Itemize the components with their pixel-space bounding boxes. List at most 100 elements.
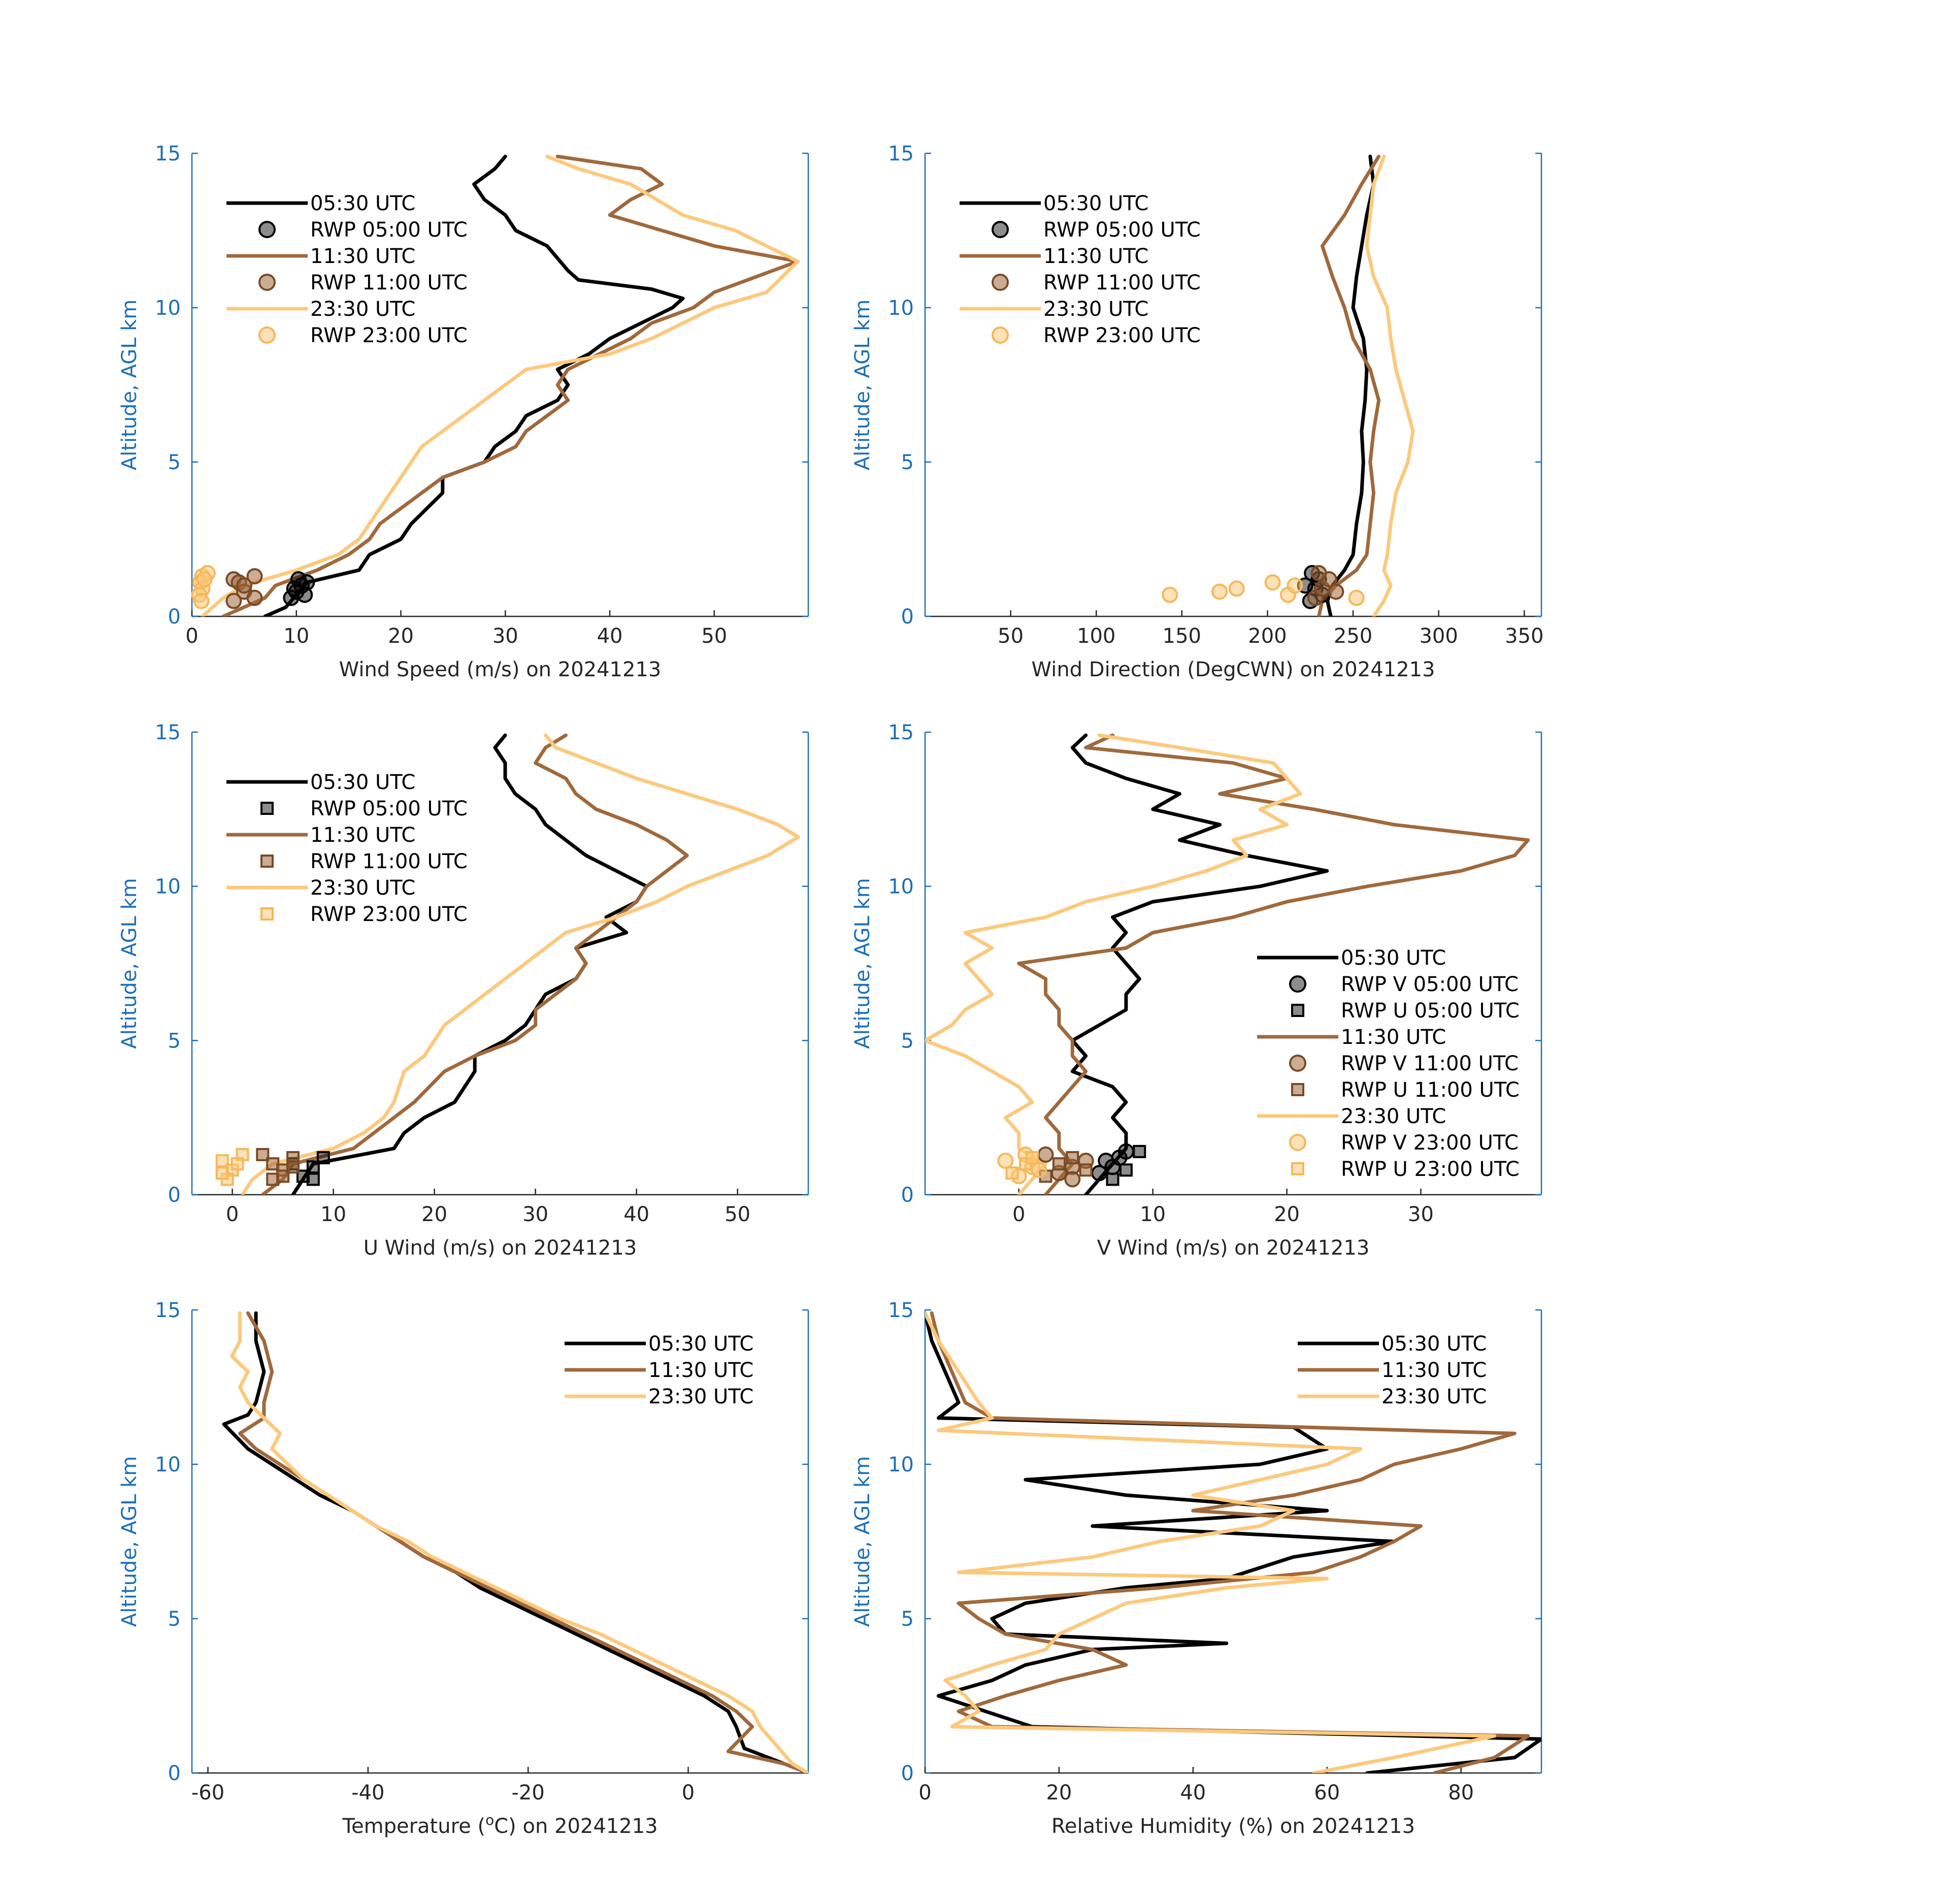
legend-label: 23:30 UTC — [1341, 1105, 1446, 1128]
legend-label: 05:30 UTC — [310, 771, 415, 794]
legend-circle-swatch — [258, 274, 276, 291]
legend-label: RWP V 05:00 UTC — [1341, 973, 1519, 996]
series-line-1130-utc — [221, 154, 800, 616]
rwp-square-marker — [316, 1151, 330, 1165]
x-tick-label: 200 — [1248, 625, 1287, 648]
y-tick-label: 15 — [155, 721, 181, 744]
x-axis-label: V Wind (m/s) on 20241213 — [1097, 1236, 1370, 1260]
x-tick-label: 20 — [1274, 1203, 1300, 1226]
y-tick-label: 5 — [168, 451, 181, 474]
legend-circle-swatch — [1289, 1134, 1306, 1151]
x-tick-label: 50 — [701, 625, 727, 648]
rwp-circle-marker — [246, 568, 263, 584]
rwp-square-marker — [276, 1169, 290, 1183]
legend-label: 05:30 UTC — [1043, 192, 1148, 215]
legend-label: RWP V 11:00 UTC — [1341, 1052, 1519, 1075]
x-tick-label: 350 — [1505, 625, 1543, 648]
legend: 05:30 UTC 11:30 UTC 23:30 UTC — [565, 1332, 753, 1408]
legend-label: 23:30 UTC — [648, 1385, 753, 1408]
legend-circle-swatch — [992, 221, 1009, 238]
rwp-circle-marker — [299, 574, 315, 591]
legend-label: RWP 11:00 UTC — [310, 850, 468, 873]
rwp-circle-marker — [1328, 583, 1344, 600]
x-tick-label: 0 — [226, 1203, 239, 1226]
x-axis-label-main: Temperature ( — [342, 1815, 485, 1838]
rwp-square-marker — [1052, 1157, 1066, 1171]
rwp-square-marker — [306, 1160, 320, 1174]
series-line-1130-utc — [1017, 733, 1530, 1195]
legend-label: 05:30 UTC — [1381, 1332, 1487, 1356]
legend-label: RWP U 23:00 UTC — [1341, 1158, 1520, 1181]
relative-humidity-panel: 0 5 10 15 0 20 40 60 80 Altitude, AGL km Relative … — [851, 1299, 1542, 1838]
legend-label: 05:30 UTC — [1341, 946, 1446, 970]
rwp-square-marker — [1079, 1163, 1093, 1177]
x-tick-label: 20 — [388, 625, 414, 648]
rwp-circle-marker — [290, 571, 307, 588]
series-line-0530-utc — [1326, 154, 1375, 616]
legend-label: RWP 05:00 UTC — [310, 218, 468, 242]
wind-direction-panel: 0 5 10 15 50 100 150 200 250 300 350 Altitude, AGL … — [851, 142, 1543, 681]
y-tick-label: 15 — [155, 142, 181, 166]
rwp-square-marker — [1005, 1166, 1019, 1180]
x-tick-label: 250 — [1334, 625, 1372, 648]
legend-label: 23:30 UTC — [1043, 298, 1148, 321]
x-axis-label: Temperature (oC) on 20241213 — [342, 1812, 657, 1838]
temperature-panel: 0 5 10 15 -60 -40 -20 0 Altitude, AGL km Temperat… — [118, 1299, 809, 1838]
x-tick-label: 10 — [1140, 1203, 1166, 1226]
series-line-1130-utc — [1317, 154, 1381, 616]
legend-label: 23:30 UTC — [1381, 1385, 1487, 1408]
x-axis-label-rest: C) on 20241213 — [494, 1815, 657, 1838]
series-line-1130-utc — [930, 1311, 1530, 1773]
y-axis-label: Altitude, AGL km — [118, 300, 141, 471]
rwp-square-marker — [1119, 1163, 1133, 1177]
x-tick-label: 80 — [1448, 1781, 1474, 1804]
wind-speed-panel: 0 5 10 15 0 10 20 30 40 50 Altitude, AGL km Wind Sp… — [118, 142, 809, 681]
x-tick-label: 0 — [185, 625, 198, 648]
x-axis-label: U Wind (m/s) on 20241213 — [364, 1236, 637, 1260]
rwp-circle-marker — [1037, 1146, 1054, 1163]
rwp-circle-marker — [1031, 1162, 1047, 1178]
v-wind-panel: 0 5 10 15 0 10 20 30 Altitude, AGL km V Wind (m/s… — [851, 721, 1542, 1260]
legend-circle-swatch — [1289, 1055, 1306, 1072]
y-tick-label: 10 — [155, 875, 181, 899]
legend-square-swatch — [1291, 1083, 1304, 1096]
x-tick-label: 40 — [623, 1203, 649, 1226]
y-axis-label: Altitude, AGL km — [851, 1456, 874, 1627]
y-tick-label: 5 — [168, 1029, 181, 1053]
y-tick-label: 0 — [168, 1762, 181, 1785]
legend-square-swatch — [1291, 1004, 1304, 1017]
y-tick-label: 0 — [168, 605, 181, 629]
y-tick-label: 5 — [901, 451, 914, 474]
legend-circle-swatch — [992, 274, 1009, 291]
x-tick-label: 40 — [1180, 1781, 1206, 1804]
legend-circle-swatch — [258, 221, 276, 238]
rwp-square-marker — [256, 1148, 270, 1162]
rwp-circle-marker — [1228, 580, 1245, 597]
rwp-circle-marker — [1211, 583, 1228, 600]
series-line-2330-utc — [1365, 154, 1415, 616]
rwp-circle-marker — [1264, 574, 1281, 591]
y-tick-label: 0 — [901, 1762, 914, 1785]
legend-label: RWP 23:00 UTC — [1043, 324, 1201, 347]
y-tick-label: 0 — [901, 605, 914, 629]
rwp-circle-marker — [997, 1153, 1014, 1169]
x-tick-label: 300 — [1419, 625, 1458, 648]
y-tick-label: 10 — [888, 297, 914, 320]
y-axis-label: Altitude, AGL km — [118, 1456, 141, 1627]
legend-label: RWP 11:00 UTC — [1043, 271, 1201, 294]
legend-circle-swatch — [1289, 975, 1306, 993]
series-line-2330-utc — [925, 1311, 1497, 1773]
rwp-square-marker — [1026, 1151, 1039, 1165]
rwp-square-marker — [215, 1154, 229, 1168]
legend-label: 05:30 UTC — [310, 192, 415, 215]
y-tick-label: 0 — [901, 1184, 914, 1207]
x-axis-label: Wind Direction (DegCWN) on 20241213 — [1032, 658, 1435, 681]
x-tick-label: 30 — [1408, 1203, 1434, 1226]
legend-label: RWP 05:00 UTC — [310, 797, 468, 820]
series-line-0530-utc — [1070, 733, 1329, 1195]
rwp-circle-marker — [1162, 586, 1178, 603]
x-tick-label: 30 — [492, 625, 518, 648]
x-tick-label: 0 — [1012, 1203, 1025, 1226]
